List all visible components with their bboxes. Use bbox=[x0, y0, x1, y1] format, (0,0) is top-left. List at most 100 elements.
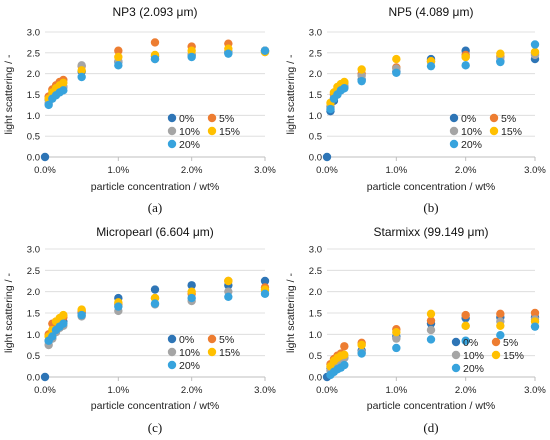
legend-label: 0% bbox=[463, 337, 478, 349]
panel-label: (a) bbox=[148, 200, 162, 215]
legend-marker bbox=[451, 350, 461, 360]
legend-marker bbox=[451, 337, 461, 347]
legend-label: 5% bbox=[503, 337, 518, 349]
x-tick-label: 3.0% bbox=[524, 165, 546, 176]
y-tick-label: 2.5 bbox=[27, 266, 40, 277]
data-point bbox=[77, 72, 86, 82]
x-tick-label: 3.0% bbox=[524, 385, 546, 396]
y-tick-label: 3.0 bbox=[27, 245, 40, 256]
data-point bbox=[44, 100, 53, 110]
legend-marker bbox=[167, 360, 177, 370]
y-axis-label: light scattering / - bbox=[285, 54, 297, 134]
data-point bbox=[340, 77, 349, 87]
data-point bbox=[340, 350, 349, 360]
data-point bbox=[461, 52, 470, 62]
x-tick-label: 0.0% bbox=[316, 385, 338, 396]
data-point bbox=[392, 334, 401, 343]
y-tick-label: 0.0 bbox=[27, 373, 40, 384]
data-point bbox=[187, 281, 196, 290]
data-point bbox=[59, 319, 68, 328]
chart-title: NP3 (2.093 μm) bbox=[113, 5, 198, 19]
x-tick-label: 3.0% bbox=[254, 385, 276, 396]
legend-label: 15% bbox=[219, 126, 240, 138]
x-tick-label: 0.0% bbox=[34, 385, 56, 396]
legend-label: 20% bbox=[179, 139, 200, 151]
legend-label: 0% bbox=[461, 113, 476, 125]
y-tick-label: 0.5 bbox=[309, 351, 322, 362]
data-point bbox=[40, 372, 50, 382]
data-point bbox=[150, 285, 160, 294]
y-tick-label: 2.5 bbox=[27, 48, 40, 59]
legend-marker bbox=[489, 113, 499, 123]
x-tick-label: 2.0% bbox=[455, 165, 477, 176]
y-tick-label: 1.5 bbox=[27, 90, 40, 101]
y-tick-label: 0.5 bbox=[309, 132, 322, 143]
data-point bbox=[496, 49, 505, 58]
x-axis-label: particle concentration / wt% bbox=[367, 181, 495, 193]
data-point bbox=[114, 46, 123, 55]
legend-label: 0% bbox=[179, 113, 194, 125]
chart-panel-4: 0.0 0.5 1.0 1.5 2.0 2.5 3.0 0.0% 1.0% 2.0% 3.0% Sta… bbox=[285, 225, 546, 435]
data-point bbox=[40, 152, 50, 162]
legend-marker bbox=[167, 139, 177, 149]
legend-marker bbox=[449, 139, 459, 149]
data-point bbox=[340, 84, 349, 93]
y-tick-label: 0.0 bbox=[27, 153, 40, 164]
legend-marker bbox=[449, 126, 459, 136]
y-tick-label: 2.0 bbox=[309, 287, 322, 298]
y-tick-label: 1.0 bbox=[27, 111, 40, 122]
data-point bbox=[392, 54, 401, 64]
legend-label: 10% bbox=[179, 347, 200, 359]
data-point bbox=[260, 289, 270, 298]
data-point bbox=[187, 46, 196, 55]
y-tick-label: 2.5 bbox=[309, 48, 322, 59]
y-tick-label: 3.0 bbox=[309, 245, 322, 256]
y-tick-label: 1.0 bbox=[309, 111, 322, 122]
legend-label: 5% bbox=[219, 334, 234, 346]
data-point bbox=[461, 336, 470, 345]
panel-label: (c) bbox=[148, 420, 162, 435]
x-tick-label: 2.0% bbox=[181, 165, 203, 176]
y-tick-label: 0.5 bbox=[27, 351, 40, 362]
data-point bbox=[77, 66, 86, 75]
data-point bbox=[114, 61, 123, 70]
data-point bbox=[530, 47, 540, 57]
data-point bbox=[340, 360, 349, 370]
x-tick-label: 1.0% bbox=[108, 385, 130, 396]
y-axis-label: light scattering / - bbox=[3, 273, 15, 353]
legend-label: 15% bbox=[503, 350, 524, 362]
y-tick-label: 3.0 bbox=[309, 28, 322, 39]
data-point bbox=[426, 309, 436, 319]
x-tick-label: 0.0% bbox=[34, 165, 56, 176]
data-point bbox=[48, 332, 57, 341]
y-tick-label: 3.0 bbox=[27, 28, 40, 39]
data-point bbox=[461, 321, 470, 330]
data-point bbox=[530, 322, 540, 331]
x-tick-label: 1.0% bbox=[386, 165, 408, 176]
x-tick-label: 1.0% bbox=[108, 165, 130, 176]
legend-label: 0% bbox=[179, 334, 194, 346]
data-point bbox=[357, 340, 366, 350]
data-point bbox=[426, 316, 436, 325]
legend-label: 20% bbox=[461, 139, 482, 151]
chart-panel-3: 0.0 0.5 1.0 1.5 2.0 2.5 3.0 0.0% 1.0% 2.0% 3.0% Mic… bbox=[3, 225, 276, 435]
legend-marker bbox=[451, 363, 461, 373]
chart-title: Micropearl (6.604 μm) bbox=[96, 225, 214, 239]
data-point bbox=[357, 349, 366, 358]
x-tick-label: 3.0% bbox=[254, 165, 276, 176]
legend-marker bbox=[167, 113, 177, 123]
data-point bbox=[114, 52, 123, 62]
data-point bbox=[114, 302, 123, 311]
legend-label: 10% bbox=[179, 126, 200, 138]
data-point bbox=[322, 152, 332, 162]
panel-label: (b) bbox=[423, 200, 438, 215]
legend-marker bbox=[449, 113, 459, 123]
data-point bbox=[59, 78, 68, 88]
data-point bbox=[150, 54, 160, 64]
y-tick-label: 2.0 bbox=[309, 69, 322, 80]
legend-marker bbox=[167, 126, 177, 136]
data-point bbox=[187, 52, 196, 62]
y-tick-label: 0.0 bbox=[309, 373, 322, 384]
data-point bbox=[392, 68, 401, 78]
